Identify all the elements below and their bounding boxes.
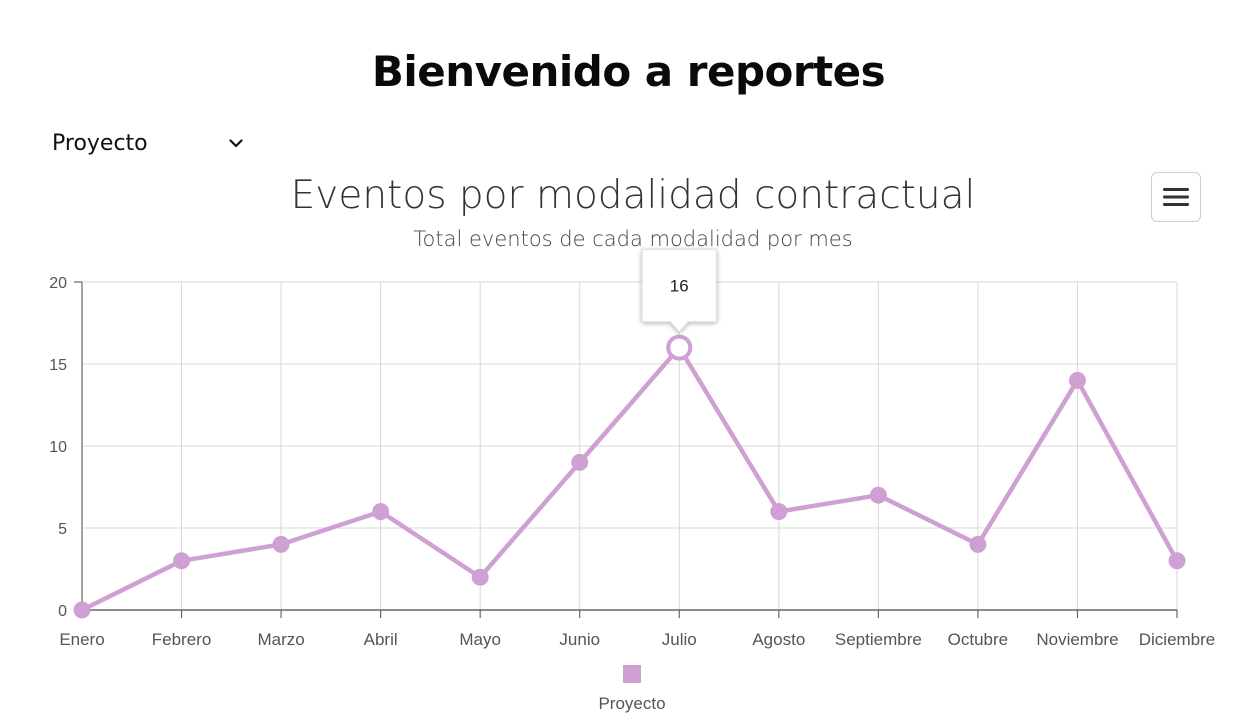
chart-title: Eventos por modalidad contractual (291, 173, 976, 218)
modality-select-value: Proyecto (52, 130, 148, 156)
tooltip-value: 16 (670, 277, 689, 296)
x-tick-label: Enero (59, 630, 104, 649)
chart-subtitle: Total eventos de cada modalidad por mes (413, 227, 852, 251)
x-tick-label: Febrero (152, 630, 212, 649)
x-tick-label: Julio (662, 630, 697, 649)
x-tick-label: Noviembre (1036, 630, 1118, 649)
y-tick-label: 5 (58, 521, 67, 538)
data-point[interactable] (869, 486, 887, 504)
y-tick-label: 10 (49, 439, 67, 456)
y-tick-label: 20 (49, 275, 67, 292)
chart-menu-button[interactable] (1151, 172, 1201, 222)
modality-select[interactable]: Proyecto (52, 126, 252, 160)
data-point[interactable] (73, 601, 91, 619)
data-point[interactable] (969, 535, 987, 553)
y-tick-label: 0 (58, 603, 67, 620)
page-title: Bienvenido a reportes (371, 47, 886, 96)
x-tick-label: Agosto (752, 630, 805, 649)
data-point[interactable] (1068, 371, 1086, 389)
legend-swatch (623, 665, 641, 683)
legend[interactable]: Proyecto (598, 665, 666, 713)
data-point[interactable] (571, 453, 589, 471)
data-point[interactable] (471, 568, 489, 586)
x-tick-label: Abril (364, 630, 398, 649)
x-tick-label: Diciembre (1139, 630, 1216, 649)
data-point[interactable] (272, 535, 290, 553)
data-point[interactable] (372, 503, 390, 521)
data-point[interactable] (770, 503, 788, 521)
x-tick-label: Septiembre (835, 630, 922, 649)
tooltip: 16 (641, 249, 717, 333)
data-point[interactable] (1168, 552, 1186, 570)
data-point[interactable] (173, 552, 191, 570)
x-tick-label: Octubre (948, 630, 1008, 649)
x-tick-label: Junio (559, 630, 600, 649)
hamburger-icon (1163, 188, 1189, 206)
chevron-down-icon (226, 133, 246, 153)
tooltip-box (641, 249, 717, 333)
series-line-0 (81, 345, 1179, 613)
x-tick-label: Marzo (257, 630, 304, 649)
legend-label: Proyecto (598, 694, 665, 713)
y-tick-label: 15 (49, 357, 67, 374)
x-tick-label: Mayo (459, 630, 501, 649)
data-point-active[interactable] (666, 334, 693, 361)
